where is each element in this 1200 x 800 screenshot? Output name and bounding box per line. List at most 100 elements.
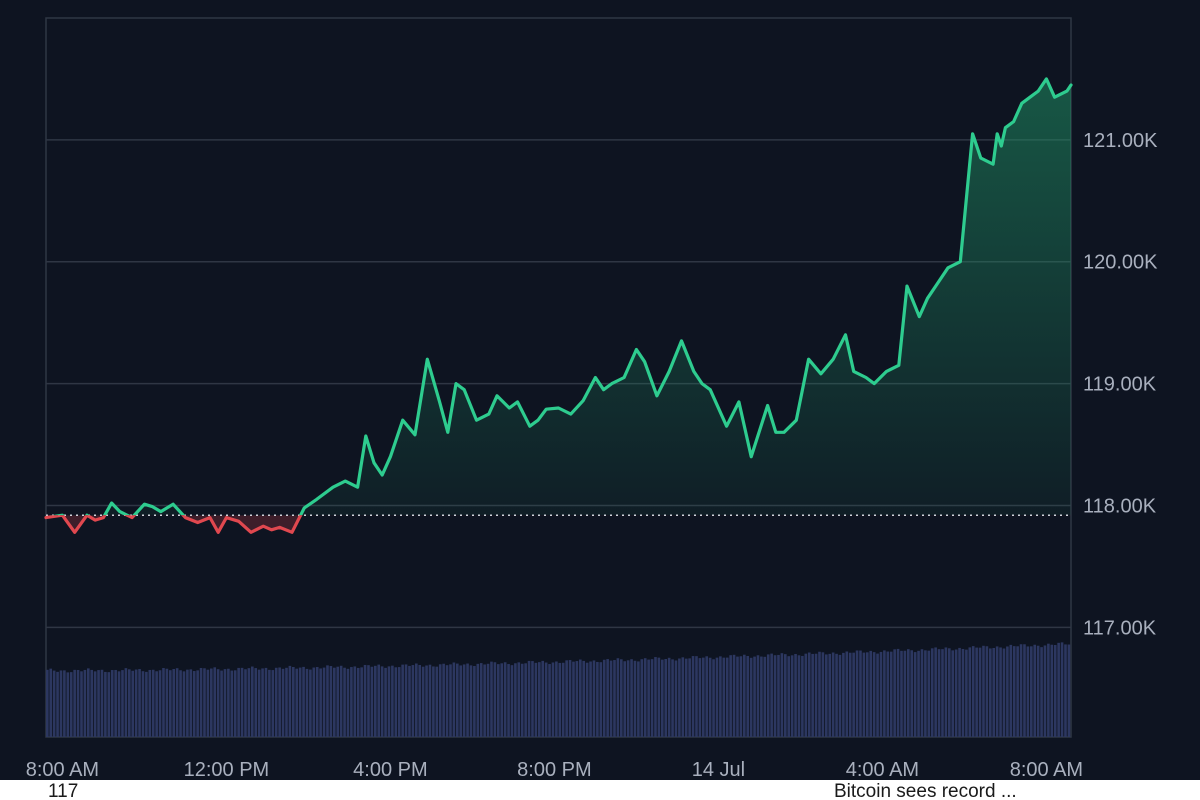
volume-bar xyxy=(274,667,278,737)
volume-bar xyxy=(534,662,538,737)
volume-bar xyxy=(497,664,500,737)
volume-bar xyxy=(879,651,883,737)
volume-bar xyxy=(138,669,141,737)
volume-bar xyxy=(473,666,476,737)
volume-bar xyxy=(1012,646,1016,737)
volume-bar xyxy=(821,652,825,737)
volume-bar xyxy=(794,653,797,737)
volume-bar xyxy=(606,659,609,737)
volume-bar xyxy=(941,649,944,737)
volume-bar xyxy=(370,666,374,737)
volume-bar xyxy=(298,667,302,737)
volume-bar xyxy=(978,647,982,737)
volume-bar xyxy=(322,667,326,737)
caption-left: 117 xyxy=(48,781,79,800)
volume-bar xyxy=(1050,644,1054,737)
volume-bar xyxy=(568,660,572,737)
volume-bar xyxy=(886,651,890,737)
volume-bar xyxy=(278,667,281,737)
volume-bar xyxy=(630,659,633,737)
price-line-down xyxy=(44,515,303,534)
volume-bar xyxy=(766,654,770,737)
volume-bar xyxy=(681,657,685,737)
volume-bar xyxy=(486,663,490,737)
volume-bar xyxy=(469,665,473,737)
volume-bar xyxy=(698,658,702,737)
volume-bar xyxy=(558,662,562,737)
volume-bar xyxy=(801,655,804,737)
volume-bar xyxy=(517,662,521,737)
volume-bar xyxy=(1047,643,1050,737)
volume-bar xyxy=(186,669,189,737)
volume-bar xyxy=(1060,642,1064,737)
volume-bar xyxy=(869,650,873,737)
volume-bar xyxy=(1053,645,1057,737)
volume-bar xyxy=(650,659,654,737)
volume-bar xyxy=(637,661,640,737)
y-tick-label: 119.00K xyxy=(1083,374,1157,396)
volume-bar xyxy=(343,667,346,737)
volume-bar xyxy=(958,647,961,737)
volume-bar xyxy=(831,652,835,737)
price-line xyxy=(44,77,1073,534)
volume-bar xyxy=(377,664,381,737)
volume-bar xyxy=(609,660,613,737)
volume-bar xyxy=(729,655,732,737)
volume-bar xyxy=(667,657,671,737)
volume-bar xyxy=(838,654,842,737)
volume-bar xyxy=(684,658,688,737)
volume-bar xyxy=(189,669,193,737)
volume-bar xyxy=(46,669,49,737)
caption-right[interactable]: Bitcoin sees record ... xyxy=(834,781,1017,800)
volume-bar xyxy=(134,669,138,737)
volume-bar xyxy=(555,661,558,737)
volume-bar xyxy=(507,664,510,737)
volume-bar xyxy=(445,665,449,737)
volume-bar xyxy=(602,659,606,737)
volume-bar xyxy=(671,659,674,737)
volume-bar xyxy=(295,668,299,737)
volume-bar xyxy=(117,671,121,737)
volume-bar xyxy=(155,671,158,737)
volume-bar xyxy=(394,667,398,737)
volume-bar xyxy=(579,659,582,737)
volume-bar xyxy=(756,655,760,737)
volume-bar xyxy=(353,666,357,737)
volume-bar xyxy=(148,669,152,737)
volume-bar xyxy=(97,670,100,737)
volume-bar xyxy=(285,667,288,737)
volume-bar xyxy=(616,658,620,737)
volume-bar xyxy=(100,669,104,737)
volume-bar xyxy=(356,667,360,737)
volume-bar xyxy=(975,647,978,737)
volume-bar xyxy=(790,655,794,737)
volume-bar xyxy=(1023,644,1026,737)
volume-bar xyxy=(705,656,709,737)
volume-bar xyxy=(1002,648,1006,737)
volume-bar xyxy=(281,668,285,737)
price-line-up xyxy=(51,77,1073,516)
volume-bar xyxy=(661,659,664,737)
volume-bar xyxy=(56,671,59,737)
volume-bar xyxy=(309,669,312,737)
volume-bar xyxy=(346,668,350,737)
volume-bar xyxy=(165,668,169,737)
volume-bar xyxy=(93,671,97,737)
volume-bar xyxy=(329,666,333,737)
volume-bar xyxy=(466,663,469,737)
volume-bar xyxy=(592,660,596,737)
volume-bar xyxy=(333,667,336,737)
volume-bar xyxy=(743,654,746,737)
volume-bar xyxy=(787,656,791,737)
volume-bar xyxy=(541,660,545,737)
volume-bar xyxy=(551,662,555,737)
volume-bar xyxy=(428,664,432,737)
x-tick-label: 8:00 AM xyxy=(26,759,99,780)
volume-bar xyxy=(896,648,900,737)
volume-bar xyxy=(210,668,213,737)
volume-bar xyxy=(247,668,251,737)
volume-bar xyxy=(866,652,869,737)
volume-bar xyxy=(124,668,128,737)
volume-bar xyxy=(736,656,739,737)
y-axis-labels: 121.00K 120.00K 119.00K 118.00K 117.00K xyxy=(1083,130,1158,639)
